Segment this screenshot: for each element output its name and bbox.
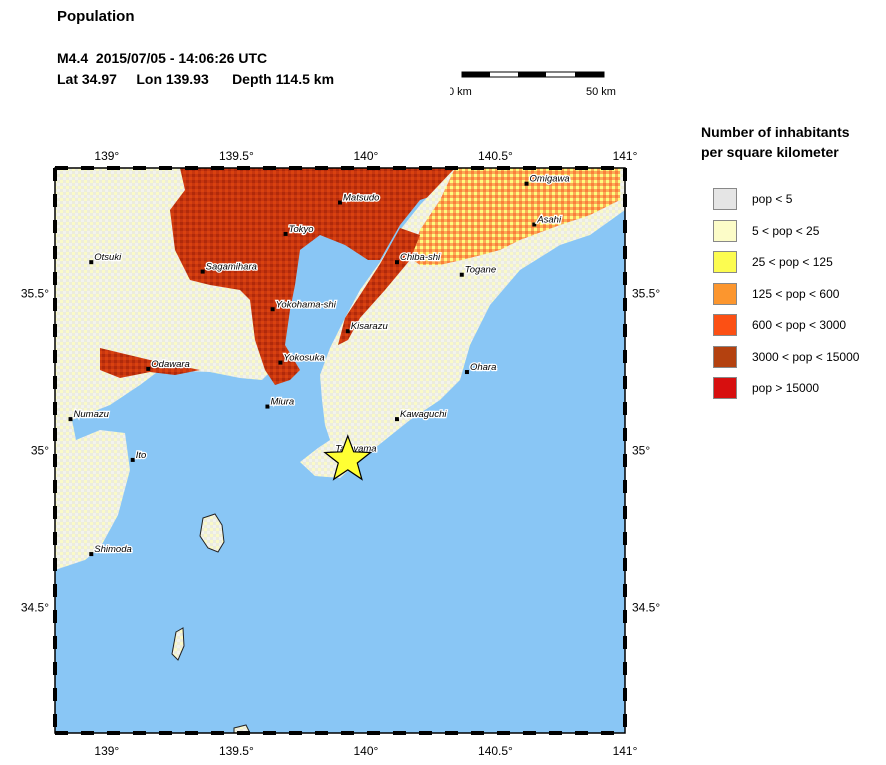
city-marker: [345, 329, 350, 334]
city-marker: [464, 370, 469, 375]
suburban-boso: [410, 168, 620, 265]
legend-swatch: [713, 377, 737, 399]
lon-tick-label: 140.5°: [478, 744, 513, 758]
city-marker: [68, 417, 73, 422]
legend-swatch: [713, 282, 737, 305]
city-marker: [283, 231, 288, 236]
island-toshima: [171, 627, 185, 661]
city-marker: [265, 404, 270, 409]
legend-label: 5 < pop < 25: [752, 223, 820, 238]
lat-tick-label: 35°: [31, 444, 49, 458]
city-label: Odawara: [151, 359, 190, 370]
city-marker: [278, 360, 283, 365]
city-marker: [395, 260, 399, 265]
legend-label: pop < 5: [752, 192, 793, 206]
urban-chiba-coast: [338, 228, 420, 345]
legend-title-line1: Number of inhabitants: [701, 124, 850, 140]
lon-tick-label: 139.5°: [219, 744, 254, 758]
city-label: Togane: [465, 265, 496, 276]
legend-swatch: [713, 188, 737, 210]
lon-tick-label: 140.5°: [478, 149, 513, 163]
city-label: Yokohama-shi: [276, 299, 337, 310]
lat-tick-label: 35°: [632, 444, 650, 458]
scale-right-label: 50 km: [586, 86, 616, 98]
legend-swatch: [713, 219, 737, 242]
lon-tick-label: 140°: [353, 744, 378, 758]
city-label: Chiba-shi: [400, 252, 441, 263]
city-label: Shimoda: [94, 544, 132, 555]
lon-tick-label: 139°: [94, 744, 119, 758]
urban-odawara: [100, 348, 200, 378]
city-marker: [89, 552, 94, 557]
lon-tick-label: 141°: [613, 744, 638, 758]
population-map: 139° 139.5° 140° 140.5° 141° 139° 139.5° 140° 1…: [21, 149, 661, 758]
legend-label: 25 < pop < 125: [752, 255, 833, 269]
scale-bar: 0 km 50 km: [450, 71, 616, 98]
city-marker: [89, 260, 94, 265]
city-marker: [200, 269, 205, 274]
city-label: Matsudo: [343, 193, 379, 204]
legend-item: 600 < pop < 3000: [713, 313, 846, 337]
legend-swatch: [713, 314, 737, 336]
legend-item: 5 < pop < 25: [713, 219, 819, 243]
lon-tick-label: 141°: [613, 149, 638, 163]
frame-dashes: [53, 166, 627, 735]
legend-item: 25 < pop < 125: [713, 250, 833, 274]
scale-left-label: 0 km: [450, 86, 472, 98]
city-label: Ito: [136, 450, 147, 461]
lon-tick-label: 140°: [353, 149, 378, 163]
city-marker: [524, 181, 529, 186]
city-marker: [146, 366, 151, 371]
lon-tick-label: 139.5°: [219, 149, 254, 163]
legend-label: 3000 < pop < 15000: [752, 349, 860, 364]
legend-label: 600 < pop < 3000: [752, 318, 847, 332]
legend-item: pop < 5: [713, 187, 792, 211]
city-label: Kisarazu: [351, 321, 389, 332]
city-label: Ohara: [470, 362, 496, 373]
city-label: Numazu: [74, 409, 110, 420]
city-label: Miura: [270, 397, 294, 408]
lat-tick-label: 35.5°: [632, 287, 660, 301]
urban-tokyo: [170, 168, 455, 385]
legend-item: 125 < pop < 600: [713, 282, 839, 306]
city-marker: [130, 457, 135, 462]
city-label: Otsuki: [94, 252, 122, 263]
lat-tick-label: 34.5°: [21, 600, 49, 614]
legend-label: 125 < pop < 600: [752, 286, 840, 301]
city-label: Tokyo: [289, 224, 314, 235]
legend-item: 3000 < pop < 15000: [713, 345, 859, 369]
city-marker: [395, 417, 399, 422]
lon-tick-label: 139°: [94, 149, 119, 163]
map-frame: [54, 167, 626, 734]
city-marker: [338, 200, 342, 205]
epicenter-star-icon: [323, 434, 373, 481]
legend-title-line2: per square kilometer: [701, 144, 839, 160]
legend-item: pop > 15000: [713, 376, 819, 400]
legend-label: pop > 15000: [752, 381, 820, 395]
city-marker: [532, 222, 537, 227]
map-title: Population: [57, 8, 135, 25]
city-label: Yokosuka: [283, 353, 324, 364]
city-label: Sagamihara: [206, 262, 257, 273]
lat-tick-label: 34.5°: [632, 600, 660, 614]
city-marker: [270, 307, 275, 312]
event-info: M4.4 2015/07/05 - 14:06:26 UTC: [57, 50, 268, 66]
city-label: Kawaguchi: [400, 409, 447, 420]
island-oshima: [199, 513, 225, 553]
lat-tick-label: 35.5°: [21, 287, 49, 301]
legend-swatch: [713, 345, 737, 368]
land-boso: [300, 168, 625, 478]
city-label: Asahi: [536, 215, 562, 226]
city-marker: [459, 272, 464, 277]
event-location: Lat 34.97 Lon 139.93 Depth 114.5 km: [57, 71, 335, 87]
legend-swatch: [713, 251, 737, 273]
city-label: Omigawa: [530, 174, 570, 185]
legend-title: Number of inhabitants per square kilomet…: [701, 122, 881, 162]
